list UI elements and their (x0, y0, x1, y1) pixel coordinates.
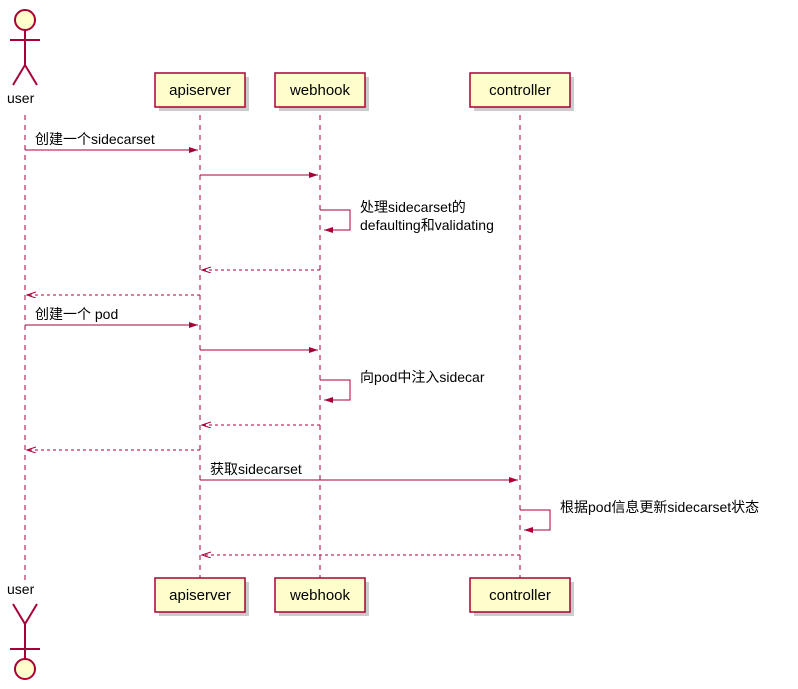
participant-label: controller (489, 82, 551, 99)
message-7: 向pod中注入sidecar (320, 369, 485, 400)
participant-label: webhook (289, 587, 351, 604)
message-0: 创建一个sidecarset (25, 131, 198, 150)
message-2: 处理sidecarset的 defaulting和validating (320, 199, 494, 233)
actor-user: user (7, 581, 40, 679)
message-label: 根据pod信息更新sidecarset状态 (560, 499, 759, 515)
participant-label: apiserver (169, 82, 231, 99)
message-11: 根据pod信息更新sidecarset状态 (520, 499, 759, 530)
message-label: 获取sidecarset (210, 461, 302, 477)
participant-label: controller (489, 587, 551, 604)
message-label: 创建一个sidecarset (35, 131, 155, 147)
participant-label: webhook (289, 82, 351, 99)
actor-label: user (7, 581, 35, 597)
sequence-diagram: 创建一个sidecarset 处理sidecarset的 defaulting和va… (0, 0, 798, 689)
message-label: defaulting和validating (360, 217, 494, 233)
message-5: 创建一个 pod (25, 306, 198, 325)
message-label: 处理sidecarset的 (360, 199, 466, 215)
message-label: 向pod中注入sidecar (360, 369, 485, 385)
actor-user: user (7, 10, 40, 106)
actor-label: user (7, 90, 35, 106)
message-10: 获取sidecarset (200, 461, 518, 480)
message-label: 创建一个 pod (35, 306, 118, 322)
participant-label: apiserver (169, 587, 231, 604)
